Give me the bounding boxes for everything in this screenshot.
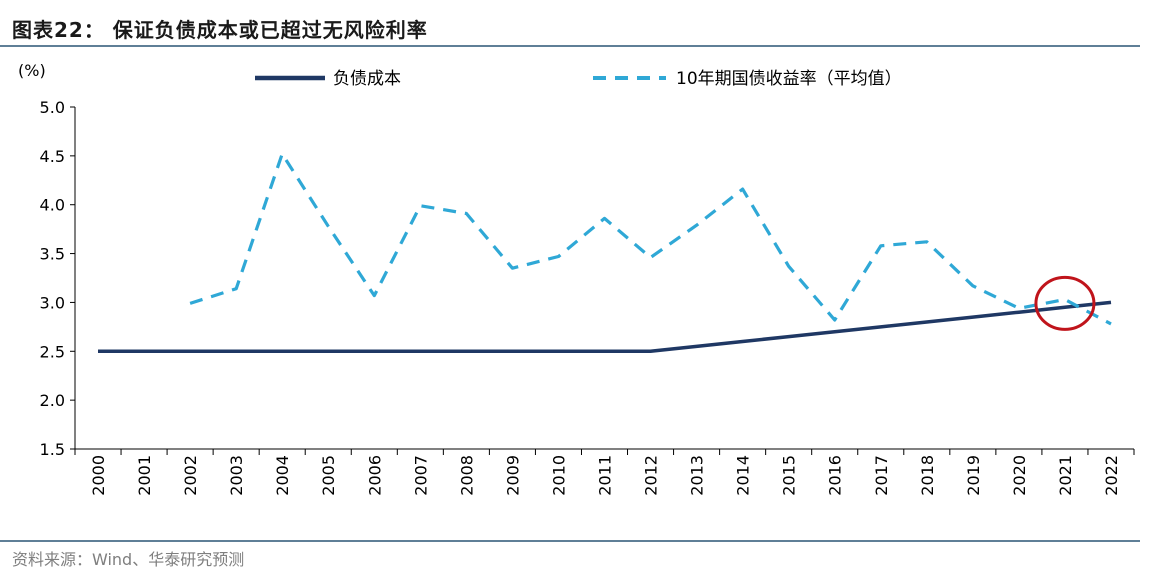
x-tick-label: 2008 [457, 455, 476, 496]
legend-label-cost: 负债成本 [333, 69, 401, 89]
y-tick-label: 3.0 [40, 293, 65, 312]
bottom-divider [0, 540, 1140, 542]
series-line-cost [98, 300, 1112, 354]
y-tick-label: 4.5 [40, 147, 65, 166]
x-tick-label: 2006 [365, 455, 384, 496]
x-tick-label: 2004 [273, 455, 292, 496]
source-note: 资料来源：Wind、华泰研究预测 [12, 550, 245, 569]
y-tick-label: 3.5 [40, 245, 65, 264]
y-tick-label: 5.0 [40, 98, 65, 117]
x-tick-label: 2011 [596, 455, 615, 496]
x-tick-label: 2021 [1056, 455, 1075, 496]
x-tick-label: 2019 [964, 455, 983, 496]
highlight-circle [1034, 275, 1096, 331]
top-divider [0, 45, 1140, 47]
y-tick-label: 4.0 [40, 196, 65, 215]
x-tick-label: 2009 [503, 455, 522, 496]
x-tick-label: 2018 [918, 455, 937, 496]
x-tick-label: 2003 [227, 455, 246, 496]
x-tick-label: 2002 [181, 455, 200, 496]
line-chart: (%) 负债成本 10年期国债收益率（平均值） 5.0 4.5 4.0 3.5 3.0 2… [18, 61, 1135, 496]
x-tick-label: 2017 [872, 455, 891, 496]
x-tick-label: 2014 [734, 455, 753, 496]
x-tick-label: 2022 [1102, 455, 1121, 496]
x-tick-label: 2020 [1010, 455, 1029, 496]
y-axis-unit-label: (%) [18, 61, 46, 80]
x-tick-label: 2001 [135, 455, 154, 496]
legend: 负债成本 10年期国债收益率（平均值） [255, 69, 902, 89]
series-line-yield [189, 152, 1112, 326]
x-tick-label: 2012 [642, 455, 661, 496]
y-tick-label: 1.5 [40, 440, 65, 459]
x-tick-label: 2000 [89, 455, 108, 496]
legend-label-yield: 10年期国债收益率（平均值） [676, 69, 902, 89]
x-tick-label: 2015 [780, 455, 799, 496]
x-tick-label: 2010 [549, 455, 568, 496]
x-tick-label: 2005 [319, 455, 338, 496]
x-tick-label: 2007 [411, 455, 430, 496]
x-tick-label: 2013 [688, 455, 707, 496]
y-tick-label: 2.0 [40, 391, 65, 410]
x-tick-label: 2016 [826, 455, 845, 496]
chart-title: 图表22： 保证负债成本或已超过无风险利率 [12, 18, 428, 42]
y-tick-label: 2.5 [40, 342, 65, 361]
